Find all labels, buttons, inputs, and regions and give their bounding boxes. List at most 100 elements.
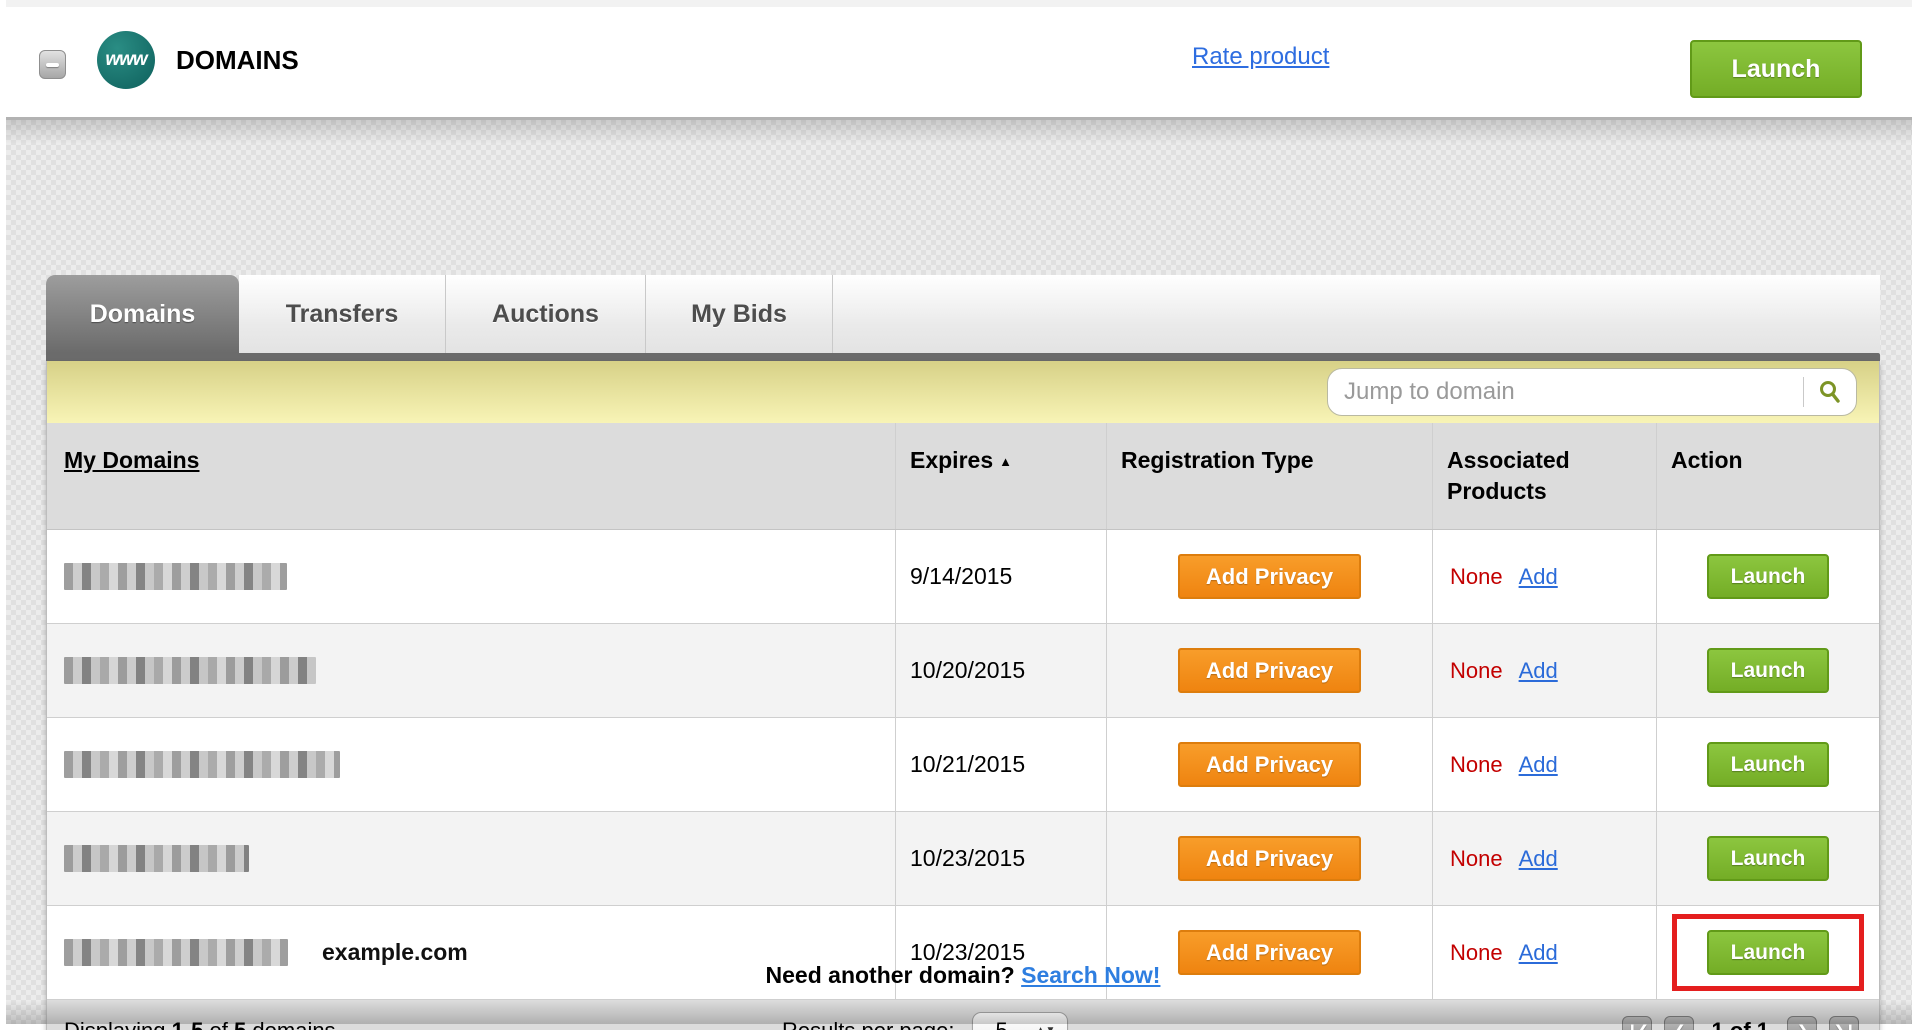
column-header-associated-products: Associated Products <box>1433 423 1657 529</box>
tab-transfers[interactable]: Transfers <box>239 275 446 353</box>
domains-panel: Domains Transfers Auctions My Bids <box>46 275 1880 1030</box>
expires-cell: 10/23/2015 <box>896 812 1107 905</box>
page-status: 1 of 1 <box>1712 1018 1769 1030</box>
results-per-page-control: Results per page: 5 ▲▼ <box>782 1000 1069 1030</box>
redacted-domain-name <box>64 939 288 966</box>
action-cell: Launch <box>1657 530 1879 623</box>
launch-header-button[interactable]: Launch <box>1690 40 1862 98</box>
registration-cell: Add Privacy <box>1107 718 1433 811</box>
expires-cell: 10/21/2015 <box>896 718 1107 811</box>
tab-auctions[interactable]: Auctions <box>446 275 646 353</box>
launch-button[interactable]: Launch <box>1707 648 1829 693</box>
highlight-box: Launch <box>1672 632 1864 709</box>
launch-button[interactable]: Launch <box>1707 930 1829 975</box>
next-page-button[interactable]: ❯ <box>1787 1016 1817 1030</box>
table-header-row: My Domains Expires ▲ Registration Type As… <box>47 423 1879 530</box>
add-privacy-button[interactable]: Add Privacy <box>1178 742 1361 787</box>
action-cell: Launch <box>1657 906 1879 999</box>
add-privacy-button[interactable]: Add Privacy <box>1178 554 1361 599</box>
pagination-controls: ❙❮ ❮ 1 of 1 ❯ ❯❙ <box>1621 1000 1859 1030</box>
jump-to-domain-input[interactable] <box>1328 369 1803 415</box>
workspace-background: Domains Transfers Auctions My Bids <box>6 120 1912 1030</box>
results-per-page-label: Results per page: <box>782 1018 954 1030</box>
launch-button[interactable]: Launch <box>1707 742 1829 787</box>
registration-cell: Add Privacy <box>1107 624 1433 717</box>
table-rows: 9/14/2015 Add Privacy None Add Launch 10… <box>47 530 1879 1000</box>
associated-add-link[interactable]: Add <box>1518 845 1558 871</box>
displaying-total: 5 <box>234 1018 246 1030</box>
associated-products-cell: None Add <box>1433 812 1657 905</box>
tab-strip-filler <box>833 275 1880 353</box>
rate-product-link[interactable]: Rate product <box>1192 43 1330 70</box>
associated-none-label: None <box>1450 751 1503 777</box>
select-stepper-icon: ▲▼ <box>1036 1026 1056 1030</box>
domain-cell[interactable] <box>47 812 896 905</box>
associated-products-cell: None Add <box>1433 624 1657 717</box>
last-page-button[interactable]: ❯❙ <box>1829 1016 1859 1030</box>
associated-none-label: None <box>1450 939 1503 965</box>
action-cell: Launch <box>1657 624 1879 717</box>
action-cell: Launch <box>1657 812 1879 905</box>
displaying-range: 1-5 <box>172 1018 204 1030</box>
column-header-my-domains[interactable]: My Domains <box>47 423 896 529</box>
magnifier-icon <box>1820 381 1840 403</box>
launch-button[interactable]: Launch <box>1707 836 1829 881</box>
expires-cell: 9/14/2015 <box>896 530 1107 623</box>
registration-cell: Add Privacy <box>1107 812 1433 905</box>
results-per-page-value: 5 <box>995 1018 1035 1030</box>
associated-add-link[interactable]: Add <box>1518 939 1558 965</box>
sort-ascending-icon: ▲ <box>999 454 1012 469</box>
results-per-page-select[interactable]: 5 ▲▼ <box>972 1012 1069 1030</box>
associated-none-label: None <box>1450 845 1503 871</box>
domain-cell[interactable] <box>47 718 896 811</box>
table-row: 10/21/2015 Add Privacy None Add Launch <box>47 718 1879 812</box>
need-another-domain-prompt: Need another domain? Search Now! <box>46 962 1880 989</box>
redacted-domain-name <box>64 845 249 872</box>
domain-annotation: example.com <box>322 939 468 965</box>
tab-my-bids[interactable]: My Bids <box>646 275 833 353</box>
column-header-expires[interactable]: Expires ▲ <box>896 423 1107 529</box>
add-privacy-button[interactable]: Add Privacy <box>1178 648 1361 693</box>
search-button[interactable] <box>1804 369 1856 415</box>
associated-products-cell: None Add <box>1433 718 1657 811</box>
associated-add-link[interactable]: Add <box>1518 751 1558 777</box>
column-header-registration-type: Registration Type <box>1107 423 1433 529</box>
associated-products-cell: None Add <box>1433 906 1657 999</box>
search-divider <box>1803 377 1804 407</box>
active-tab-underline-bar <box>46 353 1880 361</box>
previous-page-button[interactable]: ❮ <box>1663 1016 1694 1030</box>
domain-cell[interactable] <box>47 624 896 717</box>
associated-products-cell: None Add <box>1433 530 1657 623</box>
collapse-minus-button[interactable] <box>39 50 66 79</box>
jump-to-domain-box <box>1327 368 1857 416</box>
domain-cell[interactable]: example.com <box>47 906 896 999</box>
registration-cell: Add Privacy <box>1107 530 1433 623</box>
tab-domains[interactable]: Domains <box>46 275 239 353</box>
domain-cell[interactable] <box>47 530 896 623</box>
add-privacy-button[interactable]: Add Privacy <box>1178 836 1361 881</box>
highlight-box: Launch <box>1672 914 1864 991</box>
associated-none-label: None <box>1450 563 1503 589</box>
tab-strip: Domains Transfers Auctions My Bids <box>46 275 1880 353</box>
table-footer-bar: Displaying 1-5 of 5 domains Results per … <box>47 1000 1879 1030</box>
www-domains-icon: www <box>97 31 155 89</box>
highlight-box: Launch <box>1672 538 1864 615</box>
add-privacy-button[interactable]: Add Privacy <box>1178 930 1361 975</box>
table-row: example.com 10/23/2015 Add Privacy None … <box>47 906 1879 1000</box>
redacted-domain-name <box>64 563 287 590</box>
first-page-button[interactable]: ❙❮ <box>1621 1016 1652 1030</box>
associated-add-link[interactable]: Add <box>1518 657 1558 683</box>
table-row: 10/23/2015 Add Privacy None Add Launch <box>47 812 1879 906</box>
displaying-summary: Displaying 1-5 of 5 domains <box>47 1018 336 1030</box>
associated-add-link[interactable]: Add <box>1518 563 1558 589</box>
top-header-bar: www DOMAINS Rate product Launch <box>6 0 1912 120</box>
expires-cell: 10/23/2015 <box>896 906 1107 999</box>
column-header-action: Action <box>1671 447 1743 473</box>
expires-cell: 10/20/2015 <box>896 624 1107 717</box>
table-row: 9/14/2015 Add Privacy None Add Launch <box>47 530 1879 624</box>
launch-button[interactable]: Launch <box>1707 554 1829 599</box>
search-now-link[interactable]: Search Now! <box>1021 962 1161 988</box>
highlight-box: Launch <box>1672 726 1864 803</box>
redacted-domain-name <box>64 751 340 778</box>
